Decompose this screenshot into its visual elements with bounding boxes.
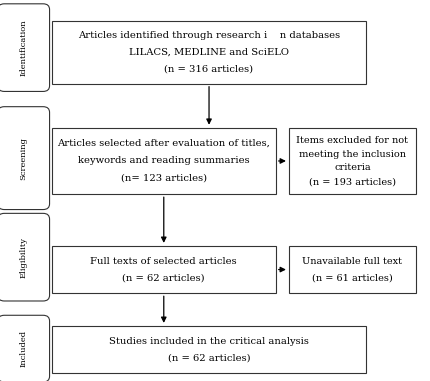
Text: Identification: Identification (20, 19, 28, 76)
Text: keywords and reading summaries: keywords and reading summaries (78, 157, 249, 165)
FancyBboxPatch shape (0, 213, 49, 301)
Text: criteria: criteria (333, 163, 370, 173)
Text: Full texts of selected articles: Full texts of selected articles (90, 256, 237, 266)
Bar (52, 326, 366, 373)
Text: LILACS, MEDLINE and SciELO: LILACS, MEDLINE and SciELO (129, 48, 289, 57)
Text: (n = 61 articles): (n = 61 articles) (311, 274, 392, 283)
Text: Articles identified through research i    n databases: Articles identified through research i n… (78, 31, 339, 40)
Text: meeting the inclusion: meeting the inclusion (298, 149, 405, 158)
Text: (n = 62 articles): (n = 62 articles) (167, 354, 250, 363)
Bar (52, 21, 366, 84)
Text: Screening: Screening (20, 137, 28, 179)
Text: (n = 193 articles): (n = 193 articles) (308, 177, 395, 186)
Bar (52, 246, 275, 293)
FancyBboxPatch shape (0, 315, 49, 381)
Bar (288, 246, 415, 293)
Bar (288, 128, 415, 194)
Text: Articles selected after evaluation of titles,: Articles selected after evaluation of ti… (57, 139, 270, 148)
Text: Eligibility: Eligibility (20, 237, 28, 278)
Text: (n = 316 articles): (n = 316 articles) (164, 64, 253, 74)
FancyBboxPatch shape (0, 107, 49, 210)
Text: (n = 62 articles): (n = 62 articles) (122, 274, 205, 283)
Text: Items excluded for not: Items excluded for not (296, 136, 407, 145)
Bar (52, 128, 275, 194)
Text: (n= 123 articles): (n= 123 articles) (120, 174, 206, 183)
Text: Included: Included (20, 330, 28, 367)
Text: Studies included in the critical analysis: Studies included in the critical analysi… (109, 336, 308, 346)
FancyBboxPatch shape (0, 4, 49, 91)
Text: Unavailable full text: Unavailable full text (301, 256, 402, 266)
